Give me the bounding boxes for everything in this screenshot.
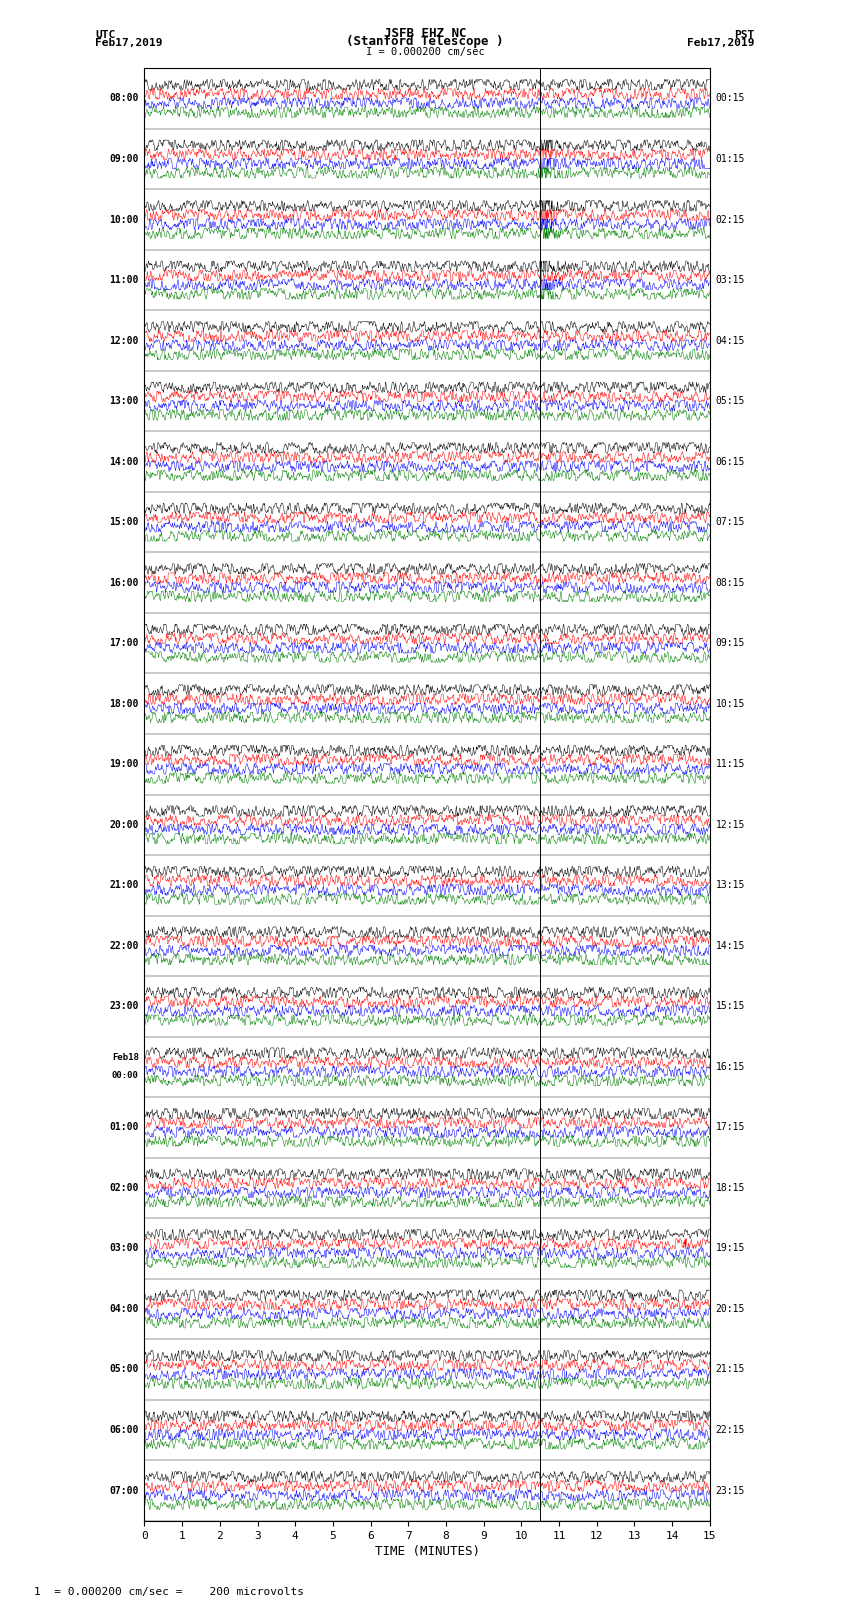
Text: 16:00: 16:00 [110,577,139,587]
Text: 23:00: 23:00 [110,1002,139,1011]
Text: 06:15: 06:15 [716,456,745,466]
Text: 07:15: 07:15 [716,518,745,527]
Text: 02:00: 02:00 [110,1182,139,1194]
Text: 22:15: 22:15 [716,1424,745,1436]
Text: PST: PST [734,29,755,39]
Text: (Stanford Telescope ): (Stanford Telescope ) [346,35,504,48]
Text: JSFB EHZ NC: JSFB EHZ NC [383,26,467,39]
Text: 17:00: 17:00 [110,639,139,648]
Text: 01:00: 01:00 [110,1123,139,1132]
Text: 10:15: 10:15 [716,698,745,708]
Text: 02:15: 02:15 [716,215,745,224]
Text: 21:15: 21:15 [716,1365,745,1374]
Text: 20:00: 20:00 [110,819,139,829]
Text: 17:15: 17:15 [716,1123,745,1132]
Text: 13:15: 13:15 [716,881,745,890]
Text: Feb17,2019: Feb17,2019 [95,39,162,48]
Text: 19:00: 19:00 [110,760,139,769]
Text: 12:00: 12:00 [110,336,139,345]
Text: 10:00: 10:00 [110,215,139,224]
Text: 19:15: 19:15 [716,1244,745,1253]
Text: 20:15: 20:15 [716,1303,745,1315]
Text: Feb17,2019: Feb17,2019 [688,39,755,48]
Text: UTC: UTC [95,29,116,39]
Text: 14:00: 14:00 [110,456,139,466]
Text: 18:00: 18:00 [110,698,139,708]
Text: 1  = 0.000200 cm/sec =    200 microvolts: 1 = 0.000200 cm/sec = 200 microvolts [34,1587,304,1597]
Text: Feb18: Feb18 [112,1053,139,1063]
Text: 11:00: 11:00 [110,276,139,286]
Text: 09:00: 09:00 [110,153,139,165]
Text: 21:00: 21:00 [110,881,139,890]
Text: 14:15: 14:15 [716,940,745,950]
Text: 05:00: 05:00 [110,1365,139,1374]
Text: 05:15: 05:15 [716,397,745,406]
Text: 00:15: 00:15 [716,94,745,103]
Text: 18:15: 18:15 [716,1182,745,1194]
Text: 03:00: 03:00 [110,1244,139,1253]
Text: 12:15: 12:15 [716,819,745,829]
Text: 08:00: 08:00 [110,94,139,103]
Text: 15:00: 15:00 [110,518,139,527]
Text: 23:15: 23:15 [716,1486,745,1495]
Text: 00:00: 00:00 [112,1071,139,1081]
Text: 11:15: 11:15 [716,760,745,769]
X-axis label: TIME (MINUTES): TIME (MINUTES) [375,1545,479,1558]
Text: I = 0.000200 cm/sec: I = 0.000200 cm/sec [366,47,484,58]
Text: 08:15: 08:15 [716,577,745,587]
Text: 03:15: 03:15 [716,276,745,286]
Text: 09:15: 09:15 [716,639,745,648]
Text: 01:15: 01:15 [716,153,745,165]
Text: 13:00: 13:00 [110,397,139,406]
Text: 07:00: 07:00 [110,1486,139,1495]
Text: 06:00: 06:00 [110,1424,139,1436]
Text: 15:15: 15:15 [716,1002,745,1011]
Text: 04:00: 04:00 [110,1303,139,1315]
Text: 04:15: 04:15 [716,336,745,345]
Text: 16:15: 16:15 [716,1061,745,1073]
Text: 22:00: 22:00 [110,940,139,950]
